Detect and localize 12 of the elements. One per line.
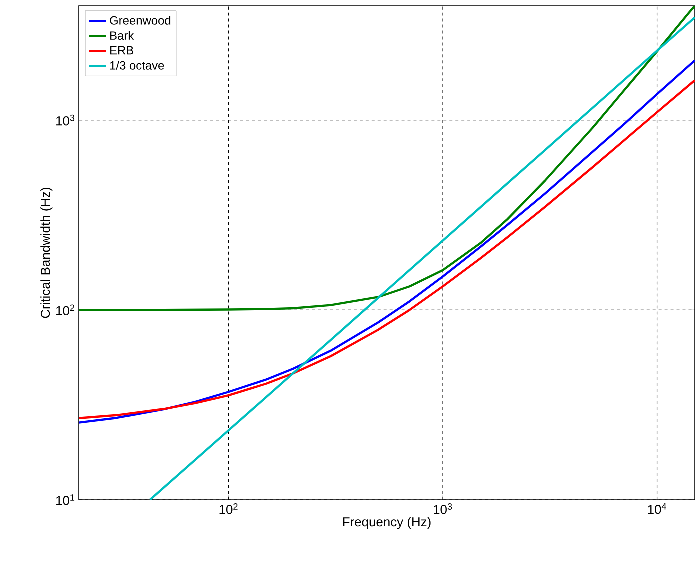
- legend-label: Greenwood: [110, 16, 171, 25]
- x-tick-label: 10$^{3}$: [434, 504, 452, 514]
- x-tick-label: 10$^{4}$: [648, 504, 666, 514]
- legend-label: Bark: [110, 31, 134, 40]
- legend-label: ERB: [110, 46, 134, 55]
- x-axis-title: Frequency (Hz): [343, 517, 431, 530]
- y-tick-label: 10$^{3}$: [56, 114, 75, 126]
- y-tick-label: 10$^{1}$: [56, 494, 75, 506]
- y-tick-label: 10$^{2}$: [56, 304, 75, 316]
- legend-label: 1/3 octave: [110, 61, 164, 70]
- y-axis-title: Critical Bandwidth (Hz): [40, 188, 53, 318]
- x-tick-label: 10$^{2}$: [220, 504, 238, 514]
